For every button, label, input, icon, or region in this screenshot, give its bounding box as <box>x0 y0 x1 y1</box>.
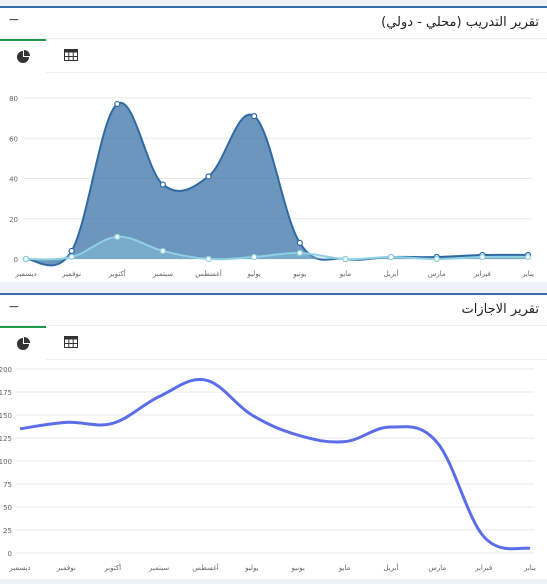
x-tick-label: يناير <box>523 564 536 572</box>
data-point[interactable] <box>387 253 395 261</box>
y-tick-label: 0 <box>14 256 18 264</box>
data-point[interactable] <box>205 173 212 180</box>
y-tick-label: 175 <box>0 389 12 397</box>
x-tick-label: أغسطس <box>192 563 219 572</box>
panel-title: تقرير الاجازات <box>461 302 539 317</box>
data-point[interactable] <box>159 247 167 255</box>
data-point[interactable] <box>342 255 349 263</box>
series-area <box>26 102 528 266</box>
chart-view-tabs <box>0 326 547 360</box>
data-point[interactable] <box>251 253 258 261</box>
vacations-report-panel: − تقرير الاجازات 0 25 50 75 100 125 150 175 200 ي… <box>0 293 547 579</box>
training-report-panel: − تقرير التدريب (محلي - دولي) 0 20 40 60 80 ي… <box>0 6 547 282</box>
x-tick-label: مارس <box>428 270 446 278</box>
y-tick-label: 20 <box>9 216 18 224</box>
tab-chart[interactable] <box>0 326 46 360</box>
series-area <box>26 236 528 260</box>
y-tick-label: 200 <box>0 366 12 374</box>
x-tick-label: نوفمبر <box>61 270 81 278</box>
data-point[interactable] <box>114 100 121 108</box>
y-tick-label: 80 <box>9 95 18 103</box>
y-tick-label: 40 <box>9 176 18 184</box>
x-tick-label: سبتمبر <box>148 564 169 572</box>
y-tick-label: 50 <box>3 504 12 512</box>
x-tick-label: يناير <box>521 270 534 278</box>
series-line <box>25 235 529 261</box>
x-tick-label: أكتوبر <box>103 563 121 572</box>
training-area-chart: 0 20 40 60 80 يناير فبراير مارس أبريل مايو يونيو يو… <box>9 95 534 278</box>
x-tick-label: يونيو <box>292 270 306 278</box>
y-tick-label: 100 <box>0 458 12 466</box>
x-tick-label: مايو <box>339 270 352 278</box>
x-tick-label: فبراير <box>474 564 492 572</box>
pie-chart-icon <box>17 337 30 350</box>
table-icon <box>64 336 78 348</box>
x-tick-label: ديسمبر <box>14 270 36 278</box>
collapse-button[interactable]: − <box>8 299 20 315</box>
chart-view-tabs <box>0 39 547 73</box>
data-point[interactable] <box>479 253 486 261</box>
x-tick-label: مارس <box>428 564 446 572</box>
y-tick-label: 60 <box>9 135 18 143</box>
data-point[interactable] <box>68 247 75 255</box>
y-tick-label: 0 <box>8 550 12 558</box>
series-line <box>19 377 531 551</box>
data-point[interactable] <box>296 239 303 246</box>
y-tick-label: 75 <box>3 481 12 489</box>
data-point[interactable] <box>22 255 30 263</box>
tab-table[interactable] <box>48 326 94 358</box>
data-point[interactable] <box>68 253 75 261</box>
data-point[interactable] <box>251 113 258 120</box>
x-tick-label: نوفمبر <box>56 564 76 572</box>
x-tick-label: أبريل <box>383 563 398 572</box>
data-point[interactable] <box>296 249 303 257</box>
x-tick-label: يونيو <box>291 564 305 572</box>
x-tick-label: أبريل <box>384 269 399 278</box>
collapse-button[interactable]: − <box>8 12 20 28</box>
data-point[interactable] <box>114 233 121 240</box>
y-tick-label: 150 <box>0 412 12 420</box>
x-tick-label: مايو <box>338 564 351 572</box>
tab-chart[interactable] <box>0 39 46 73</box>
vacations-line-chart: 0 25 50 75 100 125 150 175 200 يناير فبراير مارس أبر… <box>0 366 536 572</box>
x-tick-label: يوليو <box>246 270 260 278</box>
data-point[interactable] <box>159 181 167 188</box>
data-point[interactable] <box>433 255 440 263</box>
x-tick-label: يوليو <box>244 564 258 572</box>
pie-chart-icon <box>17 50 30 63</box>
tab-table[interactable] <box>48 39 94 71</box>
table-icon <box>64 49 78 61</box>
y-tick-label: 25 <box>3 527 12 535</box>
panel-header: − تقرير التدريب (محلي - دولي) <box>0 8 547 39</box>
x-tick-label: أغسطس <box>195 269 222 278</box>
data-point[interactable] <box>524 253 532 261</box>
data-point[interactable] <box>205 255 212 263</box>
panel-header: − تقرير الاجازات <box>0 295 547 326</box>
x-tick-label: سبتمبر <box>152 270 173 278</box>
x-tick-label: أكتوبر <box>108 269 126 278</box>
y-tick-label: 125 <box>0 435 12 443</box>
panel-title: تقرير التدريب (محلي - دولي) <box>381 15 539 30</box>
x-tick-label: ديسمبر <box>8 564 30 572</box>
x-tick-label: فبراير <box>473 270 491 278</box>
